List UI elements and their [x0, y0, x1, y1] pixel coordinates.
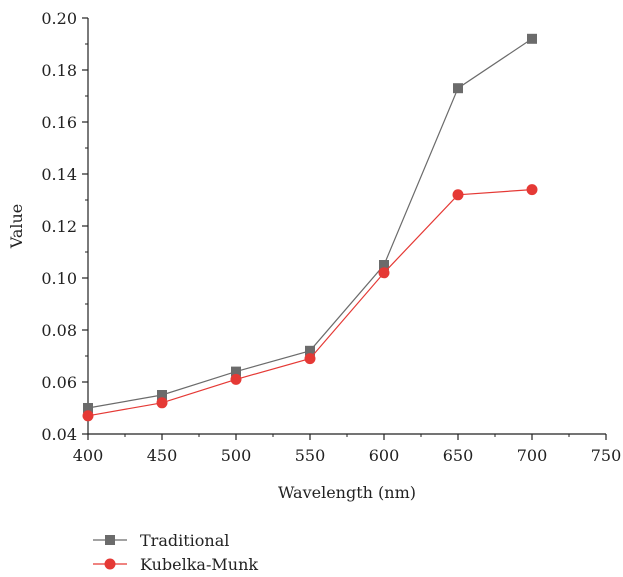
data-point-kubelka-munk — [452, 189, 464, 201]
y-axis-label: Value — [7, 204, 26, 250]
axes — [87, 18, 606, 435]
legend-item-traditional: Traditional — [93, 531, 229, 550]
x-ticks: 400 450 500 550 600 650 700 750 — [73, 434, 622, 465]
data-point-kubelka-munk — [378, 267, 390, 279]
data-point-kubelka-munk — [230, 373, 242, 385]
legend-item-kubelka-munk: Kubelka-Munk — [93, 555, 258, 574]
series-layer — [82, 33, 538, 422]
data-point-traditional — [305, 345, 315, 356]
data-point-kubelka-munk — [156, 397, 168, 409]
x-tick-label: 650 — [443, 446, 474, 465]
y-tick-label: 0.12 — [41, 217, 77, 236]
data-point-traditional — [379, 260, 389, 270]
x-tick-label: 750 — [591, 446, 622, 465]
x-axis-label: Wavelength (nm) — [278, 483, 416, 502]
data-point-traditional — [231, 366, 241, 377]
y-tick-label: 0.18 — [41, 61, 77, 80]
x-tick-label: 500 — [221, 446, 252, 465]
y-tick-label: 0.10 — [41, 269, 77, 288]
y-tick-label: 0.14 — [41, 165, 77, 184]
legend-label-traditional: Traditional — [140, 531, 229, 550]
y-tick-label: 0.20 — [41, 9, 77, 28]
data-point-kubelka-munk — [526, 184, 538, 196]
y-ticks: 0.04 0.06 0.08 0.10 0.12 0.14 0.16 0.18 0.20 — [41, 9, 88, 444]
series-line-kubelka-munk — [87, 189, 533, 417]
x-tick-label: 550 — [295, 446, 326, 465]
data-point-traditional — [157, 390, 167, 400]
x-tick-label: 700 — [517, 446, 548, 465]
data-point-kubelka-munk — [304, 353, 316, 365]
data-point-traditional — [453, 83, 463, 94]
y-tick-label: 0.06 — [41, 373, 77, 392]
data-point-traditional — [83, 403, 93, 413]
legend: Traditional Kubelka-Munk — [93, 531, 258, 574]
x-tick-label: 600 — [369, 446, 400, 465]
legend-marker-kubelka-munk — [104, 558, 116, 570]
legend-label-kubelka-munk: Kubelka-Munk — [140, 555, 258, 574]
legend-marker-traditional — [105, 535, 115, 545]
x-tick-label: 400 — [73, 446, 104, 465]
data-point-kubelka-munk — [82, 410, 94, 422]
y-tick-label: 0.16 — [41, 113, 77, 132]
data-point-traditional — [527, 33, 537, 44]
y-tick-label: 0.04 — [41, 425, 77, 444]
y-tick-label: 0.08 — [41, 321, 77, 340]
x-tick-label: 450 — [147, 446, 178, 465]
